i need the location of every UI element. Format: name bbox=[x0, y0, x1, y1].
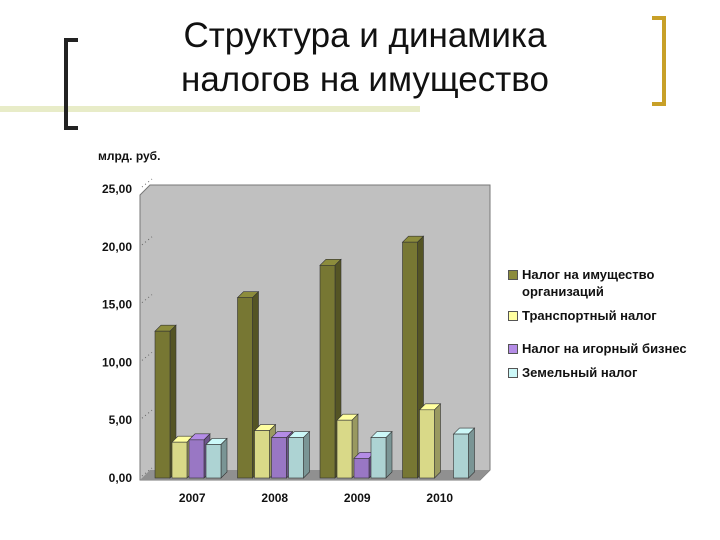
x-tick-label: 2010 bbox=[426, 491, 453, 505]
y-tick-label: 20,00 bbox=[102, 240, 132, 254]
bar-front bbox=[271, 437, 287, 479]
x-tick-label: 2007 bbox=[179, 491, 206, 505]
legend-item: Налог на имущество организаций bbox=[506, 266, 696, 300]
legend-swatch bbox=[508, 270, 518, 280]
y-tick-label: 25,00 bbox=[102, 182, 132, 196]
bracket-right bbox=[652, 16, 666, 106]
y-axis-label: млрд. руб. bbox=[98, 149, 160, 163]
legend-item: Налог на игорный бизнес bbox=[506, 340, 696, 357]
y-tick-label: 10,00 bbox=[102, 355, 132, 369]
bar-front bbox=[254, 430, 270, 479]
bar-side bbox=[303, 430, 310, 479]
y-tick-label: 0,00 bbox=[109, 471, 133, 485]
legend-swatch bbox=[508, 311, 518, 321]
bar-front bbox=[419, 409, 435, 479]
bar-front bbox=[336, 419, 353, 479]
bar-front bbox=[288, 437, 304, 479]
legend-label: Земельный налог bbox=[522, 365, 638, 380]
x-tick-label: 2009 bbox=[344, 491, 371, 505]
legend-swatch bbox=[508, 368, 518, 378]
bar-side bbox=[385, 430, 393, 479]
legend-item: Земельный налог bbox=[506, 364, 696, 381]
y-tick-label: 15,00 bbox=[102, 298, 132, 312]
legend-label: Налог на игорный бизнес bbox=[522, 341, 687, 356]
bar-front bbox=[319, 264, 336, 479]
bar bbox=[370, 430, 393, 479]
bar bbox=[452, 427, 476, 479]
bracket-left bbox=[64, 38, 78, 130]
decor-bar bbox=[0, 106, 420, 112]
bar bbox=[287, 430, 311, 479]
bar-front bbox=[154, 330, 171, 479]
bar-front bbox=[171, 441, 188, 479]
bar-side bbox=[468, 427, 475, 479]
legend: Налог на имущество организаций Транспортн… bbox=[506, 266, 696, 388]
bar bbox=[418, 403, 442, 479]
title: Структура и динамика налогов на имуществ… bbox=[181, 16, 549, 99]
legend-label: Налог на имущество организаций bbox=[522, 267, 655, 299]
legend-item: Транспортный налог bbox=[506, 307, 696, 324]
bar-front bbox=[370, 437, 387, 479]
x-tick-label: 2008 bbox=[261, 491, 288, 505]
legend-swatch bbox=[508, 344, 518, 354]
bar-side bbox=[220, 437, 228, 479]
bar-front bbox=[205, 444, 222, 479]
bar bbox=[205, 437, 228, 479]
legend-label: Транспортный налог bbox=[522, 308, 657, 323]
bar-front bbox=[188, 439, 205, 479]
bar-front bbox=[237, 297, 253, 479]
bar-side bbox=[434, 403, 441, 479]
y-tick-label: 5,00 bbox=[109, 413, 133, 427]
bar-front bbox=[453, 433, 469, 479]
bar-front bbox=[353, 458, 370, 479]
bar-front bbox=[402, 241, 418, 479]
